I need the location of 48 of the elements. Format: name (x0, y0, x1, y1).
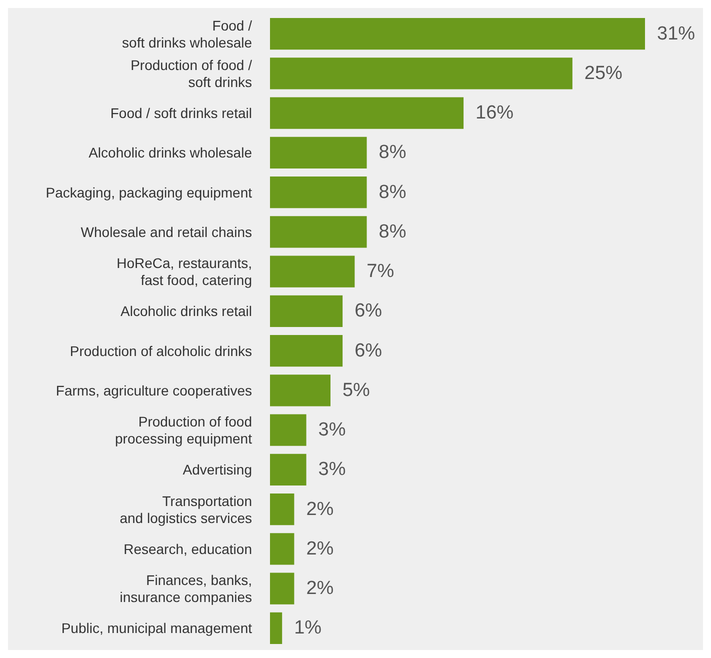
data-label: 31% (657, 23, 696, 44)
data-label: 3% (318, 459, 346, 480)
data-label: 8% (378, 221, 406, 242)
bar (270, 533, 294, 565)
data-label: 2% (306, 498, 334, 520)
bar (270, 572, 294, 604)
data-label: 2% (306, 538, 334, 560)
data-label: 2% (306, 578, 334, 600)
y-tick-label: Alcoholic drinks wholesale (88, 144, 252, 161)
y-tick-label: Production of food / soft drinks (130, 56, 252, 90)
bar (270, 18, 645, 50)
bar (270, 97, 464, 129)
y-tick-label: Research, education (124, 540, 252, 557)
bar (270, 256, 355, 288)
data-label: 7% (366, 261, 394, 282)
bar (270, 414, 306, 446)
bar (270, 454, 306, 486)
bar (270, 493, 294, 526)
y-tick-label: Finances, banks, insurance companies (120, 572, 252, 606)
y-tick-label: Advertising (182, 462, 252, 478)
data-label: 5% (342, 380, 370, 401)
bar (270, 176, 367, 208)
bar (270, 58, 572, 90)
y-tick-label: Production of alcoholic drinks (70, 342, 252, 359)
y-tick-label: HoReCa, restaurants, fast food, catering (116, 255, 252, 288)
data-label: 8% (378, 142, 406, 164)
y-tick-label: Farms, agriculture cooperatives (56, 382, 252, 398)
y-tick-label: Alcoholic drinks retail (120, 303, 252, 320)
data-label: 1% (294, 618, 322, 639)
bar (270, 334, 343, 367)
y-tick-label: Packaging, packaging equipment (46, 184, 252, 200)
bar (270, 216, 367, 248)
y-tick-label: Wholesale and retail chains (80, 224, 252, 240)
data-label: 25% (584, 62, 623, 84)
bar (270, 612, 282, 644)
y-tick-label: Transportation and logistics services (120, 492, 252, 526)
y-tick-label: Food / soft drinks wholesale (122, 17, 252, 50)
data-label: 3% (318, 420, 346, 441)
bar (270, 374, 330, 406)
bar (270, 136, 367, 169)
data-label: 6% (354, 340, 382, 362)
bar (270, 295, 343, 328)
data-label: 6% (354, 300, 382, 322)
y-tick-label: Public, municipal management (61, 620, 252, 636)
y-tick-label: Production of food processing equipment (115, 414, 252, 447)
data-label: 8% (378, 182, 406, 203)
y-tick-label: Food / soft drinks retail (110, 105, 252, 122)
data-label: 16% (476, 102, 514, 124)
